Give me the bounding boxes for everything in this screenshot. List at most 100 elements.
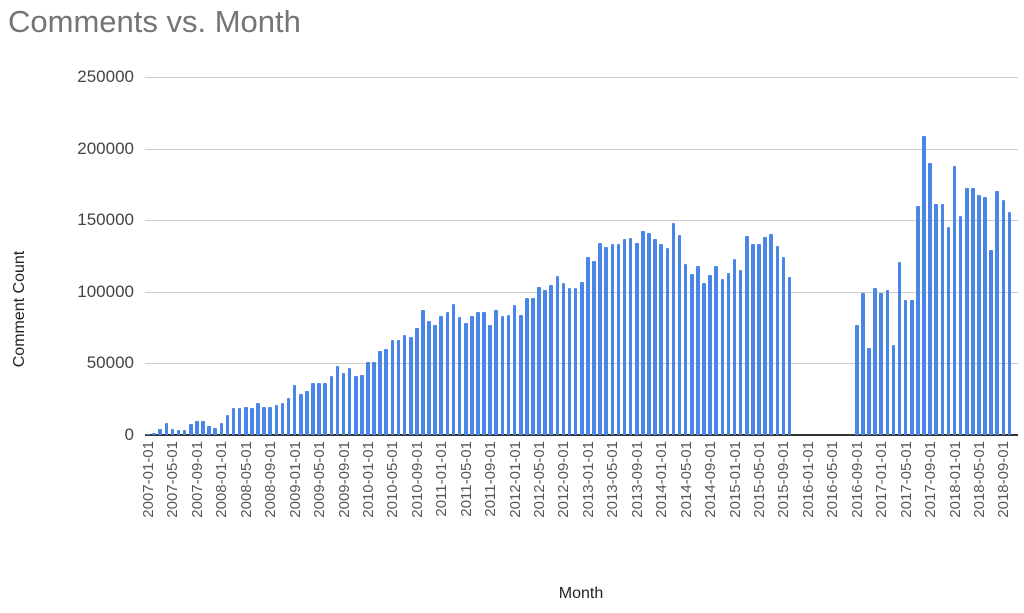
bar[interactable] (494, 309, 499, 435)
bar[interactable] (983, 196, 987, 435)
bar[interactable] (518, 314, 523, 435)
bar[interactable] (372, 361, 376, 435)
bar[interactable] (201, 421, 205, 435)
bar[interactable] (433, 324, 437, 435)
bar[interactable] (738, 269, 743, 435)
bar[interactable] (665, 248, 670, 435)
bar[interactable] (500, 316, 505, 435)
bar[interactable] (567, 288, 572, 435)
bar[interactable] (237, 408, 242, 435)
bar[interactable] (555, 276, 560, 435)
bar[interactable] (622, 239, 627, 435)
bar[interactable] (995, 191, 1000, 435)
bar[interactable] (225, 415, 230, 435)
bar[interactable] (934, 203, 938, 435)
bar[interactable] (861, 292, 865, 435)
bar[interactable] (512, 304, 517, 435)
bar[interactable] (476, 312, 480, 435)
bar[interactable] (592, 261, 596, 435)
bar[interactable] (421, 310, 425, 435)
bar[interactable] (671, 223, 676, 435)
bar[interactable] (696, 266, 700, 435)
bar[interactable] (946, 226, 951, 435)
bar[interactable] (720, 278, 725, 435)
bar[interactable] (952, 166, 957, 435)
bar[interactable] (317, 383, 321, 435)
bar[interactable] (653, 239, 657, 435)
bar[interactable] (940, 203, 945, 435)
bar[interactable] (726, 273, 731, 435)
bar[interactable] (152, 432, 156, 435)
bar[interactable] (787, 276, 792, 435)
bar[interactable] (525, 297, 529, 435)
bar[interactable] (384, 349, 389, 435)
bar[interactable] (329, 376, 334, 435)
bar[interactable] (164, 422, 169, 435)
bar[interactable] (506, 314, 511, 435)
bar[interactable] (451, 303, 456, 435)
bar[interactable] (188, 423, 193, 435)
bar[interactable] (170, 429, 175, 435)
bar[interactable] (616, 244, 621, 435)
bar[interactable] (341, 372, 346, 435)
bar[interactable] (909, 300, 914, 435)
bar[interactable] (769, 234, 773, 435)
bar[interactable] (751, 244, 755, 435)
bar[interactable] (683, 264, 688, 435)
bar[interactable] (207, 426, 211, 435)
bar[interactable] (989, 250, 993, 435)
bar[interactable] (274, 404, 279, 435)
bar[interactable] (427, 321, 431, 435)
bar[interactable] (537, 286, 541, 435)
bar[interactable] (916, 205, 920, 435)
bar[interactable] (885, 289, 890, 435)
bar[interactable] (744, 235, 749, 435)
bar[interactable] (659, 244, 664, 435)
bar[interactable] (415, 328, 419, 435)
bar[interactable] (213, 428, 217, 435)
bar[interactable] (757, 244, 761, 435)
bar[interactable] (353, 376, 358, 435)
bar[interactable] (396, 340, 401, 435)
bar[interactable] (580, 281, 584, 435)
bar[interactable] (732, 259, 737, 435)
bar[interactable] (408, 336, 413, 435)
bar[interactable] (891, 344, 896, 435)
bar[interactable] (1007, 212, 1012, 435)
bar[interactable] (586, 257, 590, 435)
bar[interactable] (689, 274, 694, 435)
bar[interactable] (158, 429, 162, 435)
bar[interactable] (775, 246, 780, 435)
bar[interactable] (176, 429, 181, 435)
bar[interactable] (964, 187, 969, 435)
bar[interactable] (311, 383, 315, 435)
bar[interactable] (897, 262, 902, 435)
bar[interactable] (390, 340, 395, 435)
bar[interactable] (543, 290, 547, 435)
bar[interactable] (378, 351, 382, 435)
bar[interactable] (298, 394, 303, 435)
bar[interactable] (867, 348, 871, 435)
bar[interactable] (182, 429, 187, 435)
bar[interactable] (347, 367, 352, 435)
bar[interactable] (292, 384, 297, 435)
bar[interactable] (958, 216, 963, 435)
bar[interactable] (146, 433, 150, 435)
bar[interactable] (977, 195, 981, 435)
bar[interactable] (635, 242, 639, 435)
bar[interactable] (250, 408, 254, 435)
bar[interactable] (928, 162, 932, 435)
bar[interactable] (482, 311, 486, 435)
bar[interactable] (305, 390, 309, 435)
bar[interactable] (457, 317, 462, 435)
bar[interactable] (781, 257, 786, 435)
bar[interactable] (628, 237, 633, 435)
bar[interactable] (256, 402, 260, 435)
bar[interactable] (335, 366, 340, 435)
bar[interactable] (604, 246, 609, 435)
bar[interactable] (873, 287, 877, 435)
bar[interactable] (402, 335, 407, 435)
bar[interactable] (323, 383, 327, 435)
bar[interactable] (268, 406, 272, 435)
bar[interactable] (445, 312, 450, 435)
